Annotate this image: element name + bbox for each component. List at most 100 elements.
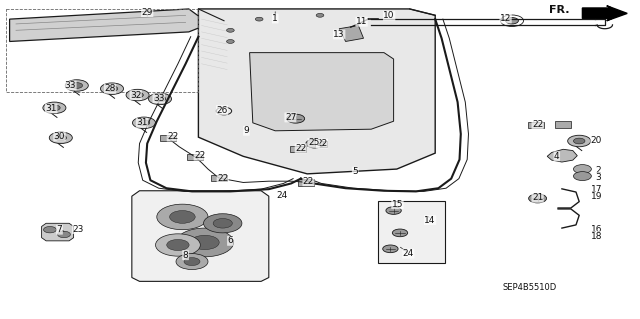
Text: 22: 22 [532, 120, 543, 129]
Text: 2: 2 [596, 166, 601, 175]
Circle shape [49, 105, 60, 111]
Circle shape [167, 239, 189, 251]
Text: 30: 30 [54, 132, 65, 141]
Text: 23: 23 [72, 225, 84, 234]
Circle shape [213, 219, 232, 228]
Bar [187, 154, 204, 160]
Text: 14: 14 [424, 216, 436, 225]
Circle shape [170, 211, 195, 223]
Text: 5: 5 [353, 167, 358, 176]
Bar [6, 9, 198, 92]
Circle shape [55, 135, 67, 141]
Circle shape [65, 80, 88, 91]
Text: 20: 20 [591, 136, 602, 145]
Polygon shape [42, 223, 74, 241]
Circle shape [132, 92, 143, 98]
Circle shape [138, 120, 150, 126]
Text: FR.: FR. [549, 5, 570, 15]
Text: 8: 8 [183, 251, 188, 260]
Circle shape [386, 207, 401, 214]
Circle shape [184, 258, 200, 265]
Circle shape [383, 245, 398, 253]
Polygon shape [547, 149, 577, 162]
Circle shape [191, 235, 219, 249]
Text: 32: 32 [130, 91, 141, 100]
Circle shape [529, 194, 547, 203]
Text: 15: 15 [392, 200, 403, 209]
Text: SEP4B5510D: SEP4B5510D [502, 283, 557, 292]
Circle shape [506, 18, 518, 24]
Text: 22: 22 [316, 139, 328, 148]
Circle shape [204, 214, 242, 233]
Circle shape [132, 117, 156, 129]
Circle shape [227, 40, 234, 43]
Text: 25: 25 [308, 138, 319, 147]
Bar [298, 179, 314, 186]
Circle shape [176, 254, 208, 270]
Text: 11: 11 [356, 17, 367, 26]
Text: 22: 22 [295, 144, 307, 153]
Bar [378, 201, 445, 263]
Polygon shape [198, 9, 435, 174]
Circle shape [49, 132, 72, 144]
Circle shape [573, 165, 591, 174]
Text: 22: 22 [167, 132, 179, 141]
Text: 31: 31 [136, 118, 148, 127]
Text: 26: 26 [216, 106, 228, 115]
Circle shape [176, 228, 234, 257]
Text: 24: 24 [276, 191, 287, 200]
Circle shape [568, 135, 591, 147]
Text: 22: 22 [194, 151, 205, 160]
Circle shape [157, 204, 208, 230]
Circle shape [316, 13, 324, 17]
Polygon shape [339, 26, 364, 41]
Polygon shape [582, 6, 627, 21]
Circle shape [573, 172, 591, 181]
Circle shape [43, 102, 66, 114]
Text: 33: 33 [65, 81, 76, 90]
Circle shape [44, 226, 56, 233]
Circle shape [58, 231, 70, 238]
Bar [529, 122, 545, 128]
Polygon shape [132, 191, 269, 281]
Circle shape [306, 139, 324, 148]
Circle shape [287, 114, 305, 123]
Circle shape [106, 86, 118, 92]
Polygon shape [10, 9, 198, 41]
Circle shape [71, 83, 83, 88]
Bar [290, 146, 306, 152]
Text: 6: 6 [228, 236, 233, 245]
Circle shape [255, 17, 263, 21]
Text: 12: 12 [500, 14, 511, 23]
Polygon shape [250, 53, 394, 131]
Bar [311, 141, 326, 147]
Text: 16: 16 [591, 225, 602, 234]
Text: 1: 1 [273, 14, 278, 23]
Text: 4: 4 [554, 152, 559, 161]
Text: 19: 19 [591, 192, 602, 201]
Text: 22: 22 [217, 174, 228, 182]
Text: 7: 7 [57, 225, 62, 234]
Text: 27: 27 [285, 113, 296, 122]
Circle shape [392, 229, 408, 237]
Circle shape [148, 93, 172, 105]
Text: 18: 18 [591, 232, 602, 241]
Circle shape [100, 83, 124, 94]
Text: 22: 22 [303, 177, 314, 186]
Text: 29: 29 [141, 8, 153, 17]
Text: 24: 24 [403, 249, 414, 258]
Text: 10: 10 [383, 11, 395, 20]
Circle shape [126, 89, 149, 101]
Circle shape [573, 138, 585, 144]
Text: 3: 3 [596, 173, 601, 182]
Text: 9: 9 [244, 126, 249, 135]
Bar [556, 121, 572, 128]
Text: 13: 13 [333, 30, 345, 39]
Circle shape [156, 234, 200, 256]
Text: 33: 33 [153, 94, 164, 103]
Text: 28: 28 [104, 84, 116, 93]
Circle shape [154, 96, 166, 102]
Bar [160, 135, 175, 141]
Circle shape [227, 28, 234, 32]
Bar [211, 175, 227, 181]
